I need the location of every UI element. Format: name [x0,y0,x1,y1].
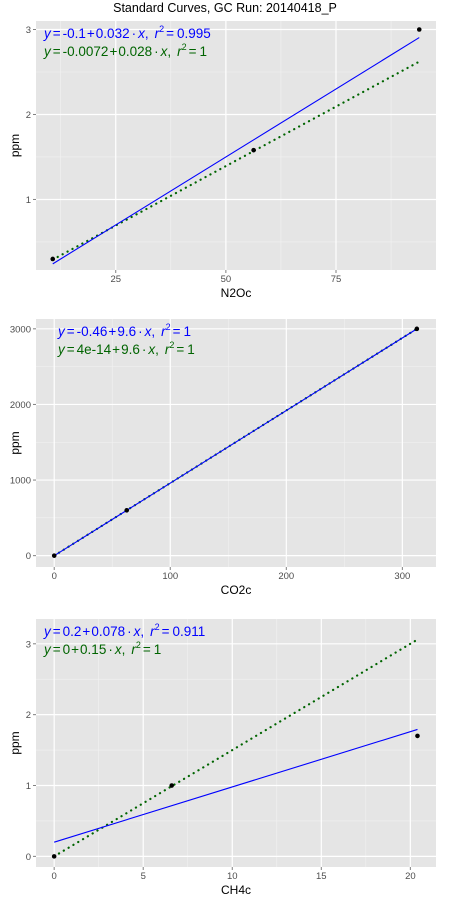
x-tick-label: 25 [110,274,121,285]
chart-panel-1: 25 50 75 1 2 3 N2Oc ppm y = -0.1+0.032 · x, r2 = 0.995y… [8,21,436,300]
fit-line [53,328,418,557]
y-tick-label: 1 [26,195,31,206]
y-axis-title: ppm [8,431,22,454]
data-point [414,326,420,332]
y-tick-label: 3000 [10,324,31,335]
data-point [124,507,130,513]
page-title: Standard Curves, GC Run: 20140418_P [113,1,337,15]
y-tick-label: 3 [26,639,31,650]
y-axis-title: ppm [8,731,22,754]
x-tick-label: 5 [141,871,146,882]
regression-equation: y = 0+0.15 · x, r2 = 1 [43,640,161,657]
x-tick-label: 100 [162,571,178,582]
panel-background [36,619,436,867]
data-point [415,733,420,739]
x-axis-title: CH4c [221,883,251,897]
fit-line [54,728,418,843]
regression-equation: y = -0.46+9.6 · x, r2 = 1 [57,322,191,339]
y-tick-label: 1 [26,781,31,792]
data-point [169,783,175,788]
x-tick-label: 0 [52,571,57,582]
y-tick-label: 2 [26,710,31,721]
x-tick-label: 200 [278,571,294,582]
reference-line [53,638,419,858]
x-tick-label: 300 [394,571,410,582]
regression-equation: y = 4e-14+9.6 · x, r2 = 1 [57,340,195,357]
y-tick-label: 0 [26,852,31,863]
data-point [51,854,57,859]
regression-equation: y = 0.2+0.078 · x, r2 = 0.911 [43,622,205,639]
data-point [251,147,256,153]
x-axis-title: CO2c [221,583,252,597]
y-tick-label: 3 [26,25,31,36]
regression-equation: y = -0.1+0.032 · x, r2 = 0.995 [43,24,211,41]
panel-background [36,21,436,270]
x-tick-label: 75 [331,274,342,285]
fit-line [52,37,420,265]
chart-panel-3: 0 5 10 15 20 0 1 2 3 CH4c ppm y = 0.2+0.078 · x, r2 = 0.91… [8,619,436,897]
data-point [416,27,422,32]
x-tick-label: 20 [405,871,416,882]
y-tick-label: 0 [26,551,31,562]
y-tick-label: 2000 [10,400,31,411]
x-axis-title: N2Oc [221,286,252,300]
regression-equation: y = -0.0072+0.028 · x, r2 = 1 [43,42,207,59]
x-tick-label: 0 [52,871,57,882]
reference-line [51,60,421,261]
y-tick-label: 1000 [10,476,31,487]
x-tick-label: 15 [316,871,327,882]
x-tick-label: 10 [227,871,238,882]
y-tick-label: 2 [26,110,31,121]
x-tick-label: 50 [221,274,232,285]
data-point [51,553,57,558]
data-point [50,256,56,262]
y-axis-title: ppm [8,134,22,157]
